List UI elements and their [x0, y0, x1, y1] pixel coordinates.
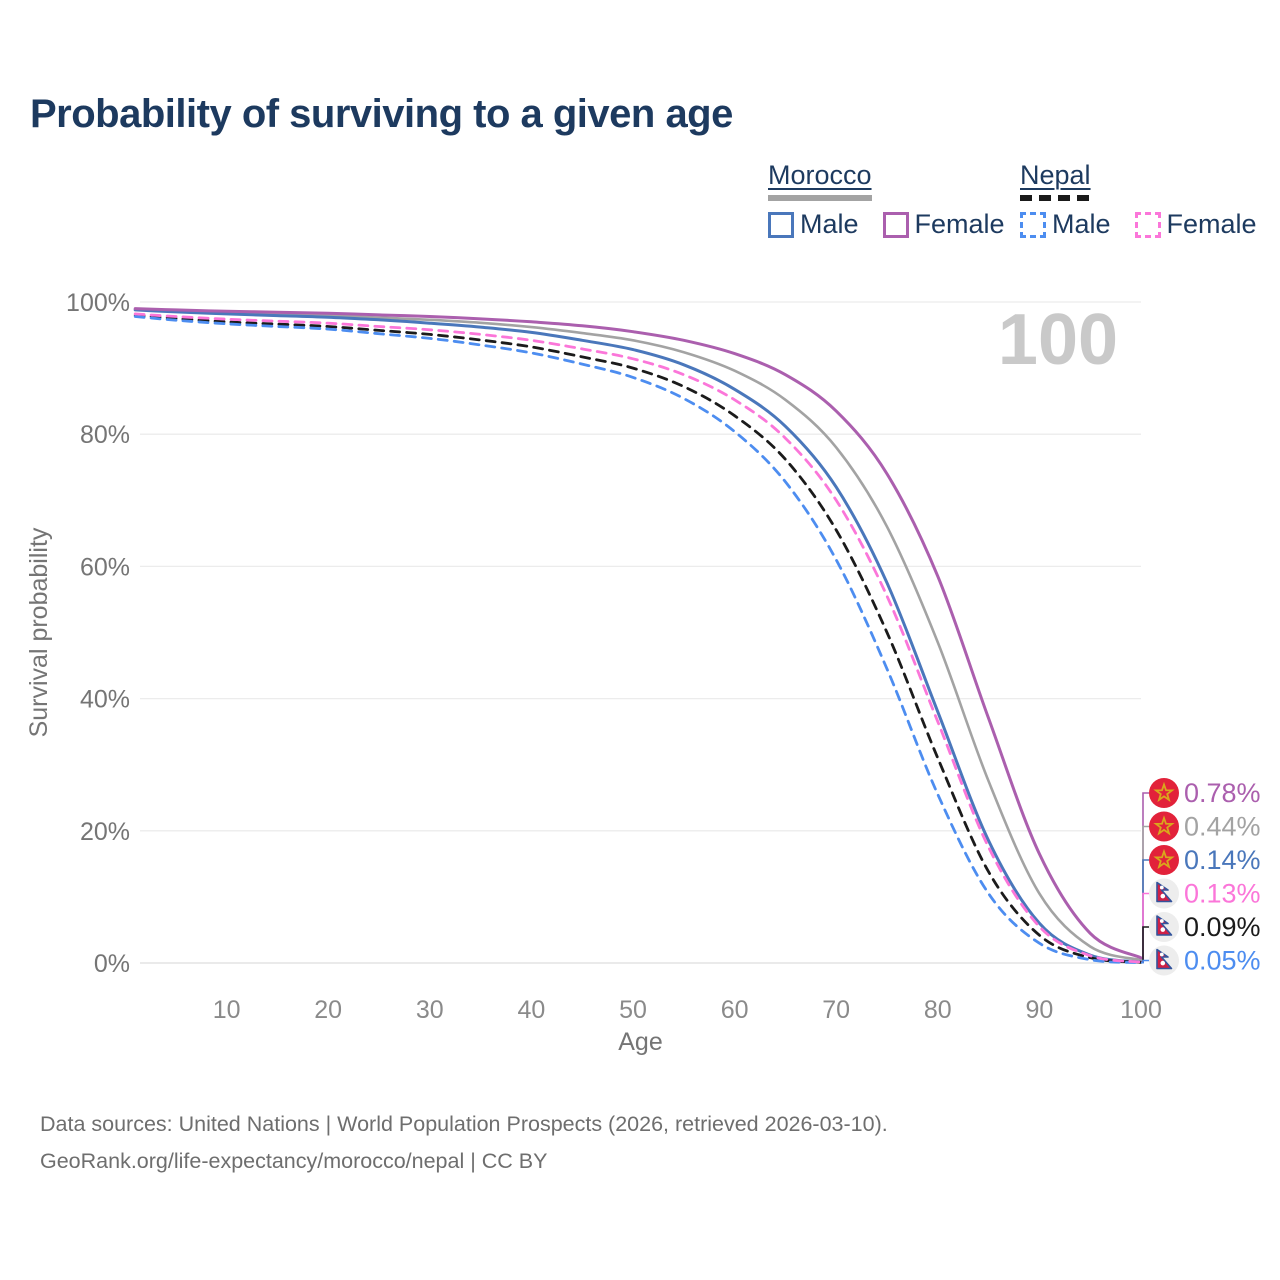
x-tick-label: 10 — [213, 996, 241, 1024]
x-tick-label: 60 — [721, 996, 749, 1024]
y-tick-label: 80% — [80, 421, 130, 449]
footer: Data sources: United Nations | World Pop… — [40, 1106, 888, 1180]
legend-item-nepal-male[interactable]: Male — [1020, 209, 1111, 240]
legend-country-morocco[interactable]: Morocco — [768, 160, 872, 190]
nepal-flag-icon — [1149, 878, 1179, 909]
legend-item-morocco-male[interactable]: Male — [768, 209, 859, 240]
x-tick-label: 100 — [1120, 996, 1162, 1024]
y-tick-label: 40% — [80, 686, 130, 714]
legend-item-label: Female — [914, 209, 1005, 239]
x-tick-label: 50 — [619, 996, 647, 1024]
x-tick-label: 80 — [924, 996, 952, 1024]
x-axis-title: Age — [618, 1028, 662, 1056]
series-line-morocco-female[interactable] — [133, 307, 1143, 960]
hover-age-label: 100 — [998, 300, 1118, 380]
end-label-connector — [1141, 926, 1149, 964]
y-tick-label: 20% — [80, 818, 130, 846]
legend-group-morocco: Morocco Male Female — [768, 160, 1005, 240]
end-value-label-morocco-male: 0.14% — [1184, 845, 1261, 875]
legend-item-nepal-female[interactable]: Female — [1134, 209, 1257, 240]
x-tick-label: 70 — [822, 996, 850, 1024]
legend-item-label: Male — [800, 209, 859, 239]
end-value-label-nepal: 0.09% — [1184, 912, 1261, 942]
end-value-label-nepal-female: 0.13% — [1184, 879, 1261, 909]
data-sources-text: Data sources: United Nations | World Pop… — [40, 1112, 888, 1136]
legend-line-sample-nepal — [1020, 195, 1092, 201]
x-tick-label: 30 — [416, 996, 444, 1024]
morocco-flag-icon — [1149, 845, 1179, 875]
nepal-female-swatch-icon — [1134, 211, 1161, 238]
legend-group-nepal: Nepal Male Female — [1020, 160, 1257, 240]
y-tick-label: 100% — [66, 289, 130, 317]
legend-country-nepal[interactable]: Nepal — [1020, 160, 1091, 190]
y-tick-label: 60% — [80, 553, 130, 581]
y-tick-label: 0% — [94, 950, 130, 978]
nepal-male-swatch-icon — [1020, 211, 1046, 238]
morocco-flag-icon — [1149, 778, 1179, 808]
nepal-flag-icon — [1149, 945, 1179, 976]
series-line-morocco-male[interactable] — [133, 308, 1143, 964]
x-tick-label: 90 — [1025, 996, 1053, 1024]
legend-item-label: Male — [1052, 209, 1111, 239]
series-line-nepal[interactable] — [133, 313, 1143, 964]
end-label-connector — [1141, 959, 1149, 964]
x-tick-label: 40 — [517, 996, 545, 1024]
page-title: Probability of surviving to a given age — [30, 92, 733, 136]
x-tick-label: 20 — [314, 996, 342, 1024]
legend-item-label: Female — [1166, 209, 1257, 239]
legend: Morocco Male Female Nepal Male — [0, 160, 1280, 240]
end-value-label-morocco-female: 0.78% — [1184, 778, 1261, 808]
attribution-text: GeoRank.org/life-expectancy/morocco/nepa… — [40, 1149, 548, 1173]
y-axis-title: Survival probability — [25, 527, 53, 737]
morocco-flag-icon — [1149, 811, 1179, 842]
legend-item-morocco-female[interactable]: Female — [882, 209, 1005, 240]
end-value-label-nepal-male: 0.05% — [1184, 946, 1261, 976]
nepal-flag-icon — [1149, 912, 1179, 942]
legend-line-sample-morocco — [768, 195, 872, 201]
end-value-label-morocco: 0.44% — [1184, 812, 1261, 842]
morocco-male-swatch-icon — [768, 211, 794, 238]
series-line-nepal-male[interactable] — [133, 315, 1143, 965]
series-line-morocco[interactable] — [133, 308, 1143, 962]
series-line-nepal-female[interactable] — [133, 312, 1143, 964]
morocco-female-swatch-icon — [882, 211, 909, 238]
